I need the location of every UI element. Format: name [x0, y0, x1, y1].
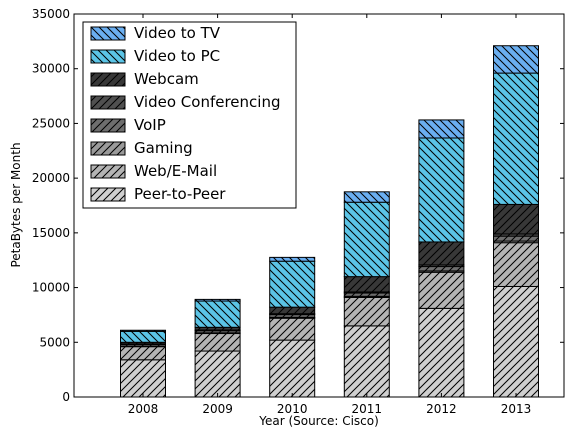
bar-segment [120, 346, 166, 361]
y-tick-label: 0 [62, 390, 70, 404]
legend-swatch [90, 118, 126, 133]
legend-swatch [90, 49, 126, 64]
legend-swatch [90, 187, 126, 202]
bar-segment [343, 296, 390, 327]
y-tick-label: 20000 [32, 171, 70, 185]
legend-label: Web/E-Mail [134, 162, 217, 180]
bar-segment [418, 241, 465, 266]
x-axis-label: Year (Source: Cisco) [258, 414, 379, 428]
bar-segment [269, 317, 316, 341]
y-tick-label: 10000 [32, 281, 70, 295]
x-tick-label: 2009 [202, 402, 233, 416]
bar-segment [493, 45, 539, 74]
legend-swatch [90, 141, 126, 156]
x-tick-label: 2008 [128, 402, 159, 416]
bar-segment [493, 203, 539, 235]
bar-segment [194, 333, 241, 352]
bar-segment [194, 350, 241, 398]
bar-segment [269, 306, 316, 315]
legend-swatch [90, 95, 126, 110]
y-tick-label: 35000 [32, 7, 70, 21]
axes-layer [73, 13, 565, 398]
bar-segment [343, 201, 390, 278]
plot-frame [73, 13, 565, 398]
bar-segment [343, 325, 390, 398]
bar-segment [269, 260, 316, 308]
legend: Video to TV Video to PC Webcam Video Confer… [82, 21, 297, 209]
bar-segment [493, 72, 539, 205]
bar-segment [269, 256, 316, 262]
legend-swatch [90, 26, 126, 41]
x-tick-label: 2012 [426, 402, 457, 416]
bar-segment [120, 359, 166, 398]
bar-segment [343, 191, 390, 203]
legend-label: VoIP [134, 116, 166, 134]
bar-segment [194, 300, 241, 328]
y-ticks: 0 5000 10000 15000 20000 25000 30000 35000 [32, 7, 564, 404]
legend-label: Video to PC [134, 47, 220, 65]
legend-label: Video to TV [134, 24, 221, 42]
y-tick-label: 15000 [32, 226, 70, 240]
y-axis-label: PetaBytes per Month [9, 142, 23, 267]
x-tick-label: 2011 [352, 402, 383, 416]
bar-segment [493, 242, 539, 287]
bar-segment [269, 339, 316, 398]
y-tick-label: 25000 [32, 116, 70, 130]
bar-segment [418, 271, 465, 309]
legend-label: Webcam [134, 70, 199, 88]
y-tick-label: 5000 [39, 335, 70, 349]
x-ticks: 2008 2009 2010 2011 2012 2013 [128, 14, 532, 416]
bar-segment [418, 266, 465, 272]
legend-label: Gaming [134, 139, 193, 157]
bar-segment [493, 235, 539, 242]
bar-segment [194, 298, 241, 302]
bar-segment [493, 285, 539, 398]
bar-segment [120, 330, 166, 343]
bar-segment [343, 276, 390, 293]
bar-segment [120, 329, 166, 332]
bars-layer [120, 45, 539, 398]
x-tick-label: 2010 [277, 402, 308, 416]
bar-segment [418, 307, 465, 398]
bar-segment [418, 137, 465, 243]
legend-label: Video Conferencing [134, 93, 280, 111]
legend-label: Peer-to-Peer [134, 185, 226, 203]
legend-swatch [90, 164, 126, 179]
x-tick-label: 2013 [501, 402, 532, 416]
y-tick-label: 30000 [32, 62, 70, 76]
bar-segment [418, 119, 465, 139]
legend-swatch [90, 72, 126, 87]
